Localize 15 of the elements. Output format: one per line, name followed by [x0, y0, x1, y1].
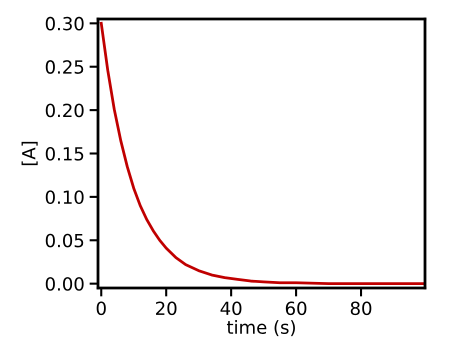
y-axis-title: [A] — [22, 142, 38, 166]
line-series — [100, 22, 424, 286]
x-tick-label: 80 — [350, 302, 372, 316]
x-tick-label: 0 — [96, 302, 106, 316]
x-tick-label: 40 — [220, 302, 242, 316]
y-tick-label: 0.05 — [46, 234, 84, 248]
x-axis-title: time (s) — [226, 320, 295, 336]
x-tick-label: 60 — [286, 302, 306, 316]
y-tick-label: 0.30 — [46, 16, 84, 30]
y-tick-label: 0.25 — [46, 60, 84, 74]
y-tick-label: 0.00 — [46, 277, 84, 291]
y-tick-label: 0.15 — [46, 146, 84, 161]
y-tick-label: 0.10 — [46, 190, 84, 204]
x-tick-label: 20 — [156, 302, 176, 316]
y-tick-label: 0.20 — [46, 104, 84, 118]
